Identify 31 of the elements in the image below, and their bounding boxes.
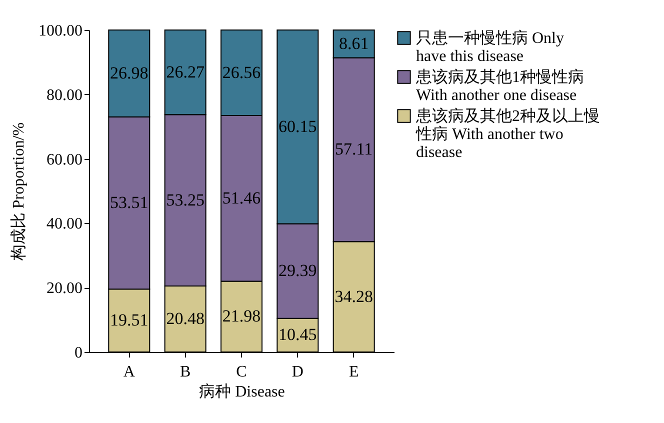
y-tick-label: 80.00 xyxy=(46,86,82,104)
data-label: 26.56 xyxy=(222,62,261,82)
x-tick-label: D xyxy=(292,364,304,380)
y-tick-label: 0 xyxy=(74,344,82,362)
data-label: 51.46 xyxy=(222,188,261,208)
data-label: 29.39 xyxy=(278,261,317,280)
data-label: 20.48 xyxy=(166,309,204,328)
x-tick-label: B xyxy=(180,364,191,380)
data-label: 26.98 xyxy=(110,63,148,82)
y-tick-label: 60.00 xyxy=(46,151,82,168)
data-label: 19.51 xyxy=(110,310,148,330)
data-label: 21.98 xyxy=(222,306,261,326)
y-tick-label: 100.00 xyxy=(38,22,82,40)
data-label: 8.61 xyxy=(338,34,369,53)
data-label: 26.27 xyxy=(166,62,205,82)
x-tick-label: E xyxy=(348,364,359,380)
legend-label: 患该病及其他1种慢性病 With another one disease xyxy=(415,68,584,104)
x-tick-label: C xyxy=(236,364,247,380)
x-axis-title: 病种 Disease xyxy=(199,382,285,400)
y-axis-title: 构成比 Proportion/% xyxy=(10,122,28,262)
data-label: 53.25 xyxy=(166,190,204,210)
y-tick-label: 20.00 xyxy=(46,280,82,298)
data-label: 53.51 xyxy=(110,193,148,212)
data-label: 60.15 xyxy=(278,116,317,136)
legend-label: 患该病及其他2种及以上慢性病 With another two disease xyxy=(415,107,600,161)
x-tick-label: A xyxy=(123,364,136,380)
data-label: 10.45 xyxy=(278,325,317,344)
y-tick-label: 40.00 xyxy=(46,216,82,233)
data-label: 34.28 xyxy=(334,286,373,306)
legend-label: 只患一种慢性病 Only have this disease xyxy=(416,29,564,65)
data-label: 57.11 xyxy=(335,140,373,159)
